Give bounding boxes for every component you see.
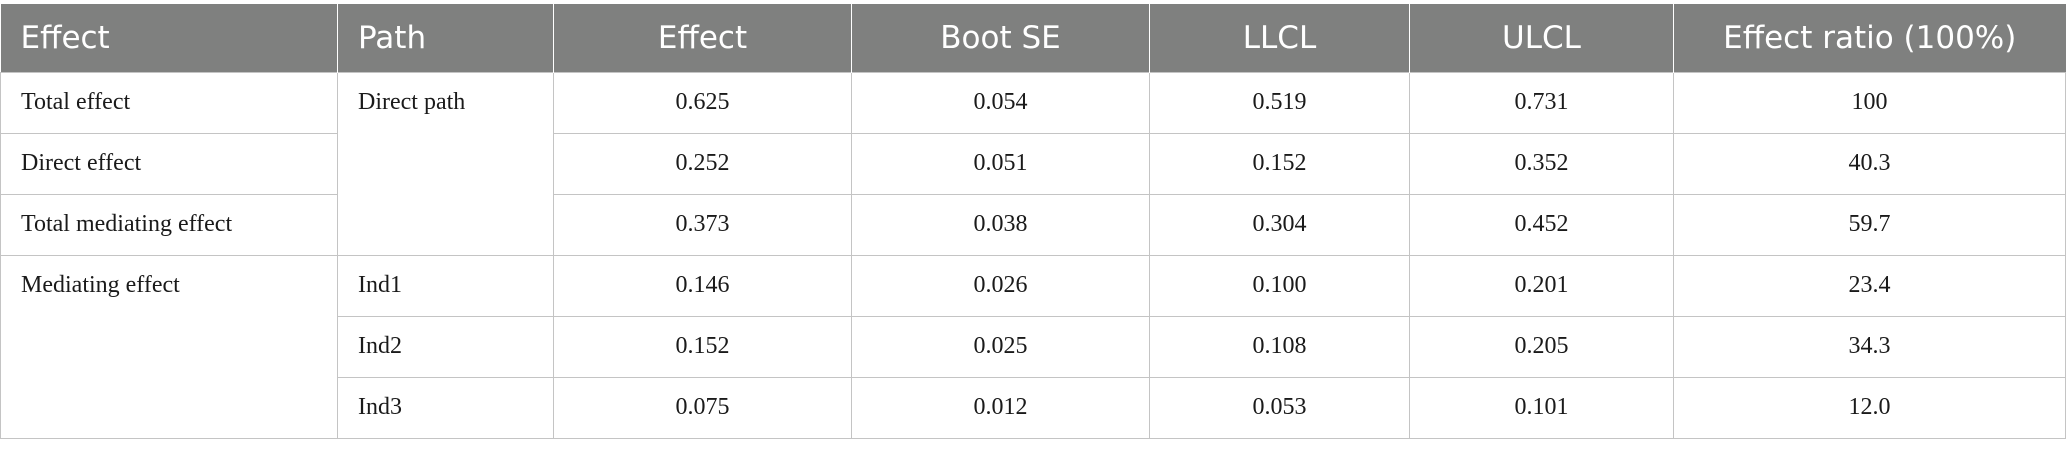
- header-row: Effect Path Effect Boot SE LLCL ULCL Eff…: [0, 4, 2066, 72]
- effect-value-cell: 0.625: [553, 71, 852, 134]
- path-cell: Ind2: [337, 315, 554, 378]
- header-effect-value: Effect: [553, 4, 852, 72]
- boot-se-cell: 0.051: [851, 132, 1150, 195]
- effect-ratio-cell: 23.4: [1673, 254, 2066, 317]
- effect-label-cell: Direct effect: [0, 132, 338, 195]
- llcl-cell: 0.304: [1149, 193, 1410, 256]
- mediation-effect-table-container: Effect Path Effect Boot SE LLCL ULCL Eff…: [0, 4, 2066, 439]
- llcl-cell: 0.108: [1149, 315, 1410, 378]
- ulcl-cell: 0.205: [1409, 315, 1674, 378]
- table-body: Total effect Direct path 0.625 0.054 0.5…: [0, 71, 2066, 439]
- effect-value-cell: 0.152: [553, 315, 852, 378]
- effect-ratio-cell: 100: [1673, 71, 2066, 134]
- ulcl-cell: 0.352: [1409, 132, 1674, 195]
- path-cell: Ind1: [337, 254, 554, 317]
- header-ulcl: ULCL: [1409, 4, 1674, 72]
- effect-value-cell: 0.146: [553, 254, 852, 317]
- effect-value-cell: 0.075: [553, 376, 852, 439]
- boot-se-cell: 0.025: [851, 315, 1150, 378]
- ulcl-cell: 0.452: [1409, 193, 1674, 256]
- header-effect-ratio: Effect ratio (100%): [1673, 4, 2066, 72]
- boot-se-cell: 0.026: [851, 254, 1150, 317]
- effect-label-cell: Total effect: [0, 71, 338, 134]
- table-row: Total mediating effect 0.373 0.038 0.304…: [0, 193, 2066, 256]
- ulcl-cell: 0.731: [1409, 71, 1674, 134]
- table-row: Ind3 0.075 0.012 0.053 0.101 12.0: [1, 376, 2066, 439]
- effect-value-cell: 0.373: [553, 193, 852, 256]
- path-cell-direct: Direct path: [337, 71, 554, 256]
- header-boot-se: Boot SE: [851, 4, 1150, 72]
- effect-label-cell: Total mediating effect: [0, 193, 338, 256]
- boot-se-cell: 0.038: [851, 193, 1150, 256]
- llcl-cell: 0.100: [1149, 254, 1410, 317]
- table-row: Total effect Direct path 0.625 0.054 0.5…: [0, 71, 2066, 256]
- path-cell: Ind3: [337, 376, 554, 439]
- boot-se-cell: 0.054: [851, 71, 1150, 134]
- header-path: Path: [337, 4, 554, 72]
- effect-ratio-cell: 40.3: [1673, 132, 2066, 195]
- ulcl-cell: 0.201: [1409, 254, 1674, 317]
- llcl-cell: 0.053: [1149, 376, 1410, 439]
- effect-ratio-cell: 12.0: [1673, 376, 2066, 439]
- effect-ratio-cell: 59.7: [1673, 193, 2066, 256]
- table-row: Direct effect 0.252 0.051 0.152 0.352 40…: [0, 132, 2066, 195]
- llcl-cell: 0.519: [1149, 71, 1410, 134]
- ulcl-cell: 0.101: [1409, 376, 1674, 439]
- boot-se-cell: 0.012: [851, 376, 1150, 439]
- effect-label-cell-mediating: Mediating effect: [0, 254, 338, 439]
- mediation-effect-table: Effect Path Effect Boot SE LLCL ULCL Eff…: [0, 4, 2066, 439]
- effect-value-cell: 0.252: [553, 132, 852, 195]
- header-llcl: LLCL: [1149, 4, 1410, 72]
- table-row: Mediating effect Ind1 0.146 0.026 0.100 …: [0, 254, 2066, 439]
- header-effect: Effect: [0, 4, 338, 72]
- effect-ratio-cell: 34.3: [1673, 315, 2066, 378]
- llcl-cell: 0.152: [1149, 132, 1410, 195]
- table-header: Effect Path Effect Boot SE LLCL ULCL Eff…: [0, 4, 2066, 72]
